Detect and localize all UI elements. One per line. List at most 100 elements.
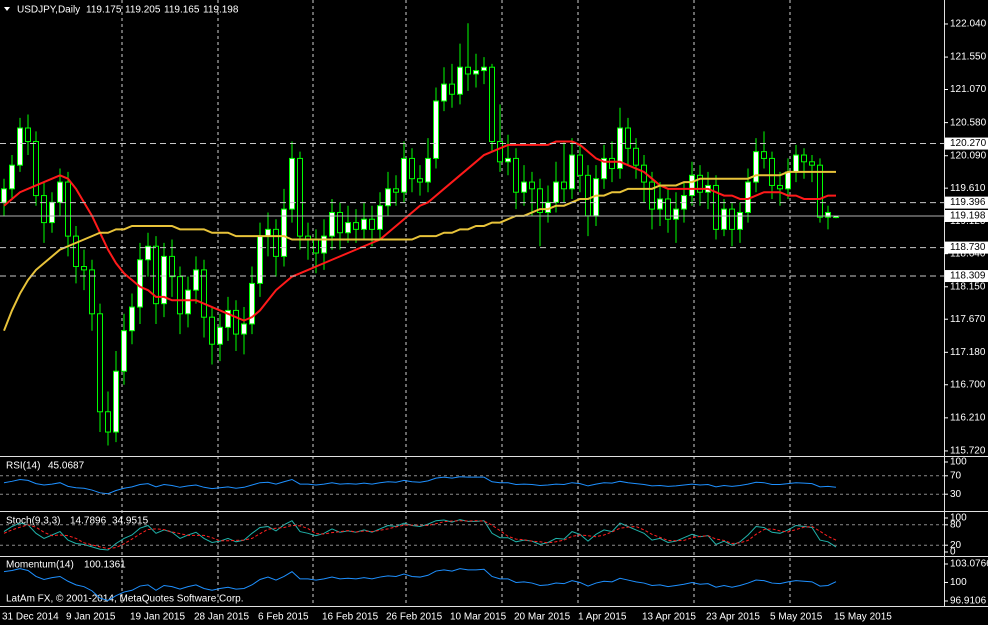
x-tick-label: 9 Jan 2015 — [66, 612, 116, 623]
candle-body — [129, 306, 135, 332]
candle-body — [761, 151, 767, 159]
candle-body — [441, 83, 447, 102]
rsi-value: 45.0687 — [48, 461, 85, 472]
x-tick-label: 16 Feb 2015 — [322, 612, 379, 623]
candle-body — [753, 151, 759, 183]
candle-body — [209, 316, 215, 345]
candle-body — [649, 181, 655, 210]
candle-body — [633, 147, 639, 166]
y-tick-label: 117.180 — [950, 347, 986, 358]
candle-body — [825, 211, 831, 218]
candle-body — [417, 178, 423, 183]
candle-body — [473, 70, 479, 75]
candle-body — [657, 198, 663, 210]
x-tick-label: 13 Apr 2015 — [642, 612, 696, 623]
rsi-title: RSI(14) — [6, 461, 40, 472]
header-close: 119.198 — [203, 5, 239, 16]
candle-body — [449, 83, 455, 95]
y-tick-label: 116.700 — [950, 379, 986, 390]
copyright: LatAm FX, © 2001-2014, MetaQuotes Softwa… — [6, 594, 244, 605]
candle-body — [513, 157, 519, 193]
candle-body — [369, 218, 375, 230]
candle-body — [265, 228, 271, 237]
y-tick-label: 30 — [950, 489, 962, 500]
candle-body — [177, 276, 183, 315]
candle-body — [801, 154, 807, 163]
y-tick-label: 117.670 — [950, 314, 986, 325]
x-tick-label: 31 Dec 2014 — [2, 612, 59, 623]
candle-body — [713, 184, 719, 230]
candle-body — [777, 184, 783, 190]
level-label: 118.730 — [950, 242, 986, 253]
candle-body — [361, 218, 367, 230]
candle-body — [401, 157, 407, 193]
y-tick-label: 80 — [950, 519, 962, 530]
candle-body — [721, 208, 727, 230]
candle-body — [329, 211, 335, 237]
candle-body — [737, 211, 743, 230]
y-tick-label: 116.210 — [950, 412, 986, 423]
candle-body — [665, 198, 671, 220]
y-tick-label: 0 — [950, 547, 956, 558]
candle-body — [625, 127, 631, 149]
y-tick-label: 100 — [950, 577, 967, 588]
candle-body — [729, 208, 735, 230]
candle-body — [385, 188, 391, 207]
candle-body — [569, 154, 575, 190]
candle-body — [393, 188, 399, 193]
candle-body — [49, 201, 55, 224]
candle-body — [377, 205, 383, 230]
candle-body — [41, 195, 47, 224]
chart-title: USDJPY,Daily — [17, 5, 80, 16]
candle-body — [273, 228, 279, 257]
candle-body — [537, 188, 543, 213]
candle-body — [433, 100, 439, 159]
candle-body — [353, 222, 359, 230]
header-low: 119.165 — [164, 5, 200, 16]
momentum-title: Momentum(14) — [6, 560, 74, 571]
level-label-box — [945, 137, 988, 150]
y-tick-label: 120.580 — [950, 117, 987, 128]
x-tick-label: 15 May 2015 — [834, 612, 892, 623]
candle-body — [289, 157, 295, 210]
candle-body — [617, 127, 623, 170]
candle-body — [409, 157, 415, 180]
level-label: 118.309 — [950, 271, 986, 282]
candle-body — [521, 181, 527, 193]
candle-body — [529, 181, 535, 190]
candle-body — [241, 323, 247, 335]
x-tick-label: 6 Feb 2015 — [258, 612, 309, 623]
candle-body — [57, 181, 63, 203]
candle-body — [145, 245, 151, 261]
x-tick-label: 28 Jan 2015 — [194, 612, 249, 623]
candle-body — [225, 309, 231, 328]
y-tick-label: 100 — [950, 457, 967, 468]
candle-body — [1, 188, 7, 203]
y-tick-label: 20 — [950, 540, 962, 551]
candle-body — [481, 66, 487, 72]
candle-body — [297, 157, 303, 237]
candle-body — [89, 269, 95, 315]
current-price-box — [945, 209, 988, 222]
y-tick-label: 118.150 — [950, 281, 986, 292]
candle-body — [561, 181, 567, 190]
y-tick-label: 120.090 — [950, 150, 987, 161]
candle-body — [25, 127, 31, 143]
candle-body — [105, 411, 111, 433]
x-tick-label: 10 Mar 2015 — [450, 612, 507, 623]
candle-body — [673, 208, 679, 220]
candle-body — [9, 164, 15, 190]
grid — [121, 0, 791, 606]
candle-body — [73, 235, 79, 268]
candle-body — [33, 141, 39, 197]
header-arrow — [4, 7, 10, 11]
y-tick-label: 122.040 — [950, 19, 987, 30]
candle-body — [689, 174, 695, 197]
header-open: 119.175 — [86, 5, 122, 16]
candle-body — [161, 255, 167, 305]
y-tick-label: 70 — [950, 470, 962, 481]
candle-body — [425, 157, 431, 183]
header-high: 119.205 — [125, 5, 161, 16]
series-line — [3, 568, 837, 602]
